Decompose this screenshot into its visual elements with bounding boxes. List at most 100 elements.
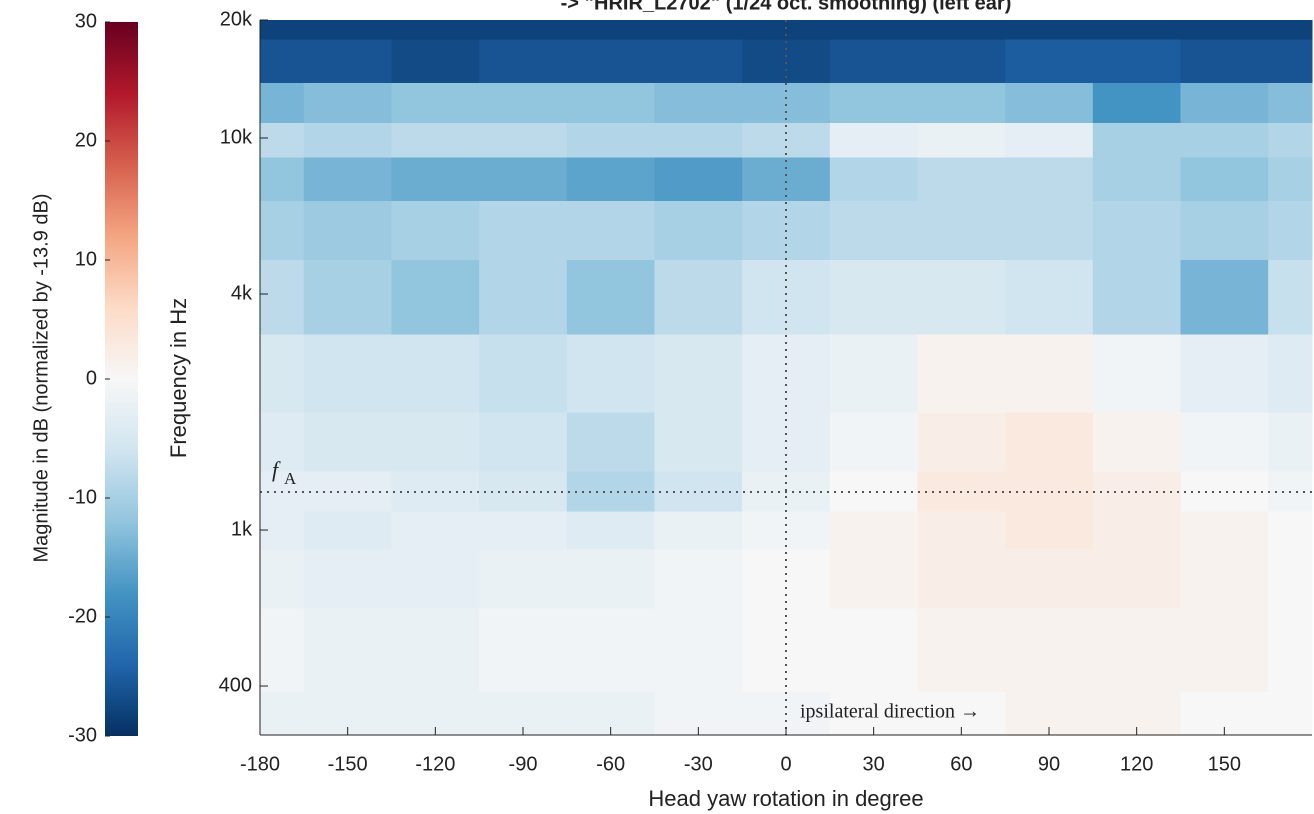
y-tick-label: 4k bbox=[231, 282, 253, 304]
heatmap-cell bbox=[479, 200, 568, 260]
heatmap-cell bbox=[1005, 471, 1094, 512]
heatmap-cell bbox=[566, 549, 655, 609]
heatmap-cell bbox=[391, 200, 480, 260]
heatmap-cell bbox=[391, 20, 480, 40]
heatmap-cell bbox=[1268, 20, 1313, 40]
heatmap-cell bbox=[260, 608, 305, 693]
heatmap-cell bbox=[654, 200, 743, 260]
heatmap-cell bbox=[303, 549, 392, 609]
y-tick-label: 20k bbox=[220, 8, 253, 30]
heatmap-cell bbox=[829, 200, 918, 260]
heatmap-cell bbox=[654, 412, 743, 472]
heatmap-cell bbox=[479, 20, 568, 40]
heatmap-cell bbox=[1180, 334, 1269, 413]
heatmap-cell bbox=[303, 122, 392, 158]
x-tick-label: -60 bbox=[596, 753, 625, 775]
heatmap-cell bbox=[742, 549, 831, 609]
x-tick-label: -180 bbox=[240, 753, 280, 775]
heatmap-cell bbox=[260, 82, 305, 123]
colorbar bbox=[105, 22, 138, 736]
x-tick-label: 150 bbox=[1208, 753, 1241, 775]
heatmap-cell bbox=[303, 200, 392, 260]
heatmap-cell bbox=[260, 334, 305, 413]
heatmap-cell bbox=[1092, 82, 1181, 123]
x-tick-label: 90 bbox=[1038, 753, 1060, 775]
heatmap-cell bbox=[829, 511, 918, 550]
heatmap-cell bbox=[1005, 259, 1094, 335]
heatmap-cell bbox=[742, 511, 831, 550]
heatmap-cell bbox=[479, 412, 568, 472]
colorbar-tick-label: -20 bbox=[68, 605, 97, 627]
heatmap-cell bbox=[829, 608, 918, 693]
heatmap-cell bbox=[917, 157, 1006, 201]
x-tick-label: -150 bbox=[328, 753, 368, 775]
heatmap-cell bbox=[1268, 259, 1313, 335]
heatmap-cell bbox=[1180, 200, 1269, 260]
heatmap-cell bbox=[742, 82, 831, 123]
chart-title: -> "HRIR_L2702" (1/24 oct. smoothing) (l… bbox=[561, 0, 1012, 14]
heatmap-cell bbox=[829, 122, 918, 158]
heatmap-cell bbox=[829, 471, 918, 512]
heatmap-cell bbox=[303, 82, 392, 123]
heatmap-cell bbox=[1092, 549, 1181, 609]
heatmap-cell bbox=[1180, 511, 1269, 550]
heatmap-cell bbox=[391, 38, 480, 83]
colorbar-tick-label: 10 bbox=[75, 248, 97, 270]
heatmap-cell bbox=[479, 549, 568, 609]
heatmap-cell bbox=[303, 471, 392, 512]
heatmap-cell bbox=[1268, 334, 1313, 413]
heatmap-cell bbox=[479, 259, 568, 335]
heatmap-cell bbox=[654, 511, 743, 550]
colorbar-tick-label: 0 bbox=[86, 367, 97, 389]
heatmap-cell bbox=[1005, 549, 1094, 609]
heatmap-cell bbox=[1092, 20, 1181, 40]
heatmap-cell bbox=[1268, 691, 1313, 736]
heatmap-cell bbox=[303, 334, 392, 413]
heatmap-cell bbox=[1180, 259, 1269, 335]
heatmap-cell bbox=[260, 20, 305, 40]
colorbar-label: Magnitude in dB (normalized by -13.9 dB) bbox=[30, 193, 52, 562]
heatmap-cell bbox=[479, 82, 568, 123]
x-tick-label: -30 bbox=[684, 753, 713, 775]
heatmap-cell bbox=[391, 412, 480, 472]
heatmap-cell bbox=[654, 20, 743, 40]
heatmap-cell bbox=[742, 20, 831, 40]
heatmap-cell bbox=[479, 334, 568, 413]
heatmap-cell bbox=[1180, 82, 1269, 123]
heatmap-cell bbox=[829, 157, 918, 201]
heatmap-cell bbox=[1092, 38, 1181, 83]
heatmap-cell bbox=[917, 82, 1006, 123]
heatmap-cell bbox=[1180, 157, 1269, 201]
heatmap-cell bbox=[829, 82, 918, 123]
heatmap-cell bbox=[917, 608, 1006, 693]
y-axis-label: Frequency in Hz bbox=[166, 298, 191, 458]
colorbar-tick-label: 20 bbox=[75, 129, 97, 151]
heatmap-cell bbox=[303, 157, 392, 201]
heatmap-cell bbox=[566, 511, 655, 550]
x-tick-label: 60 bbox=[950, 753, 972, 775]
heatmap-cell bbox=[829, 259, 918, 335]
heatmap-cell bbox=[303, 511, 392, 550]
heatmap-cell bbox=[260, 122, 305, 158]
heatmap-cell bbox=[917, 122, 1006, 158]
heatmap-cell bbox=[303, 20, 392, 40]
heatmap-cell bbox=[1268, 82, 1313, 123]
heatmap-cell bbox=[260, 38, 305, 83]
heatmap-cell bbox=[742, 38, 831, 83]
heatmap-cell bbox=[917, 511, 1006, 550]
heatmap-cell bbox=[479, 608, 568, 693]
heatmap-cell bbox=[654, 122, 743, 158]
heatmap-cell bbox=[1268, 200, 1313, 260]
heatmap-cell bbox=[1092, 200, 1181, 260]
heatmap-cell bbox=[1268, 122, 1313, 158]
heatmap-cell bbox=[479, 157, 568, 201]
heatmap-cell bbox=[391, 334, 480, 413]
heatmap-cell bbox=[566, 259, 655, 335]
heatmap-cell bbox=[742, 259, 831, 335]
heatmap-cell bbox=[260, 549, 305, 609]
colorbar-tick-label: 30 bbox=[75, 10, 97, 32]
heatmap-cell bbox=[391, 511, 480, 550]
y-tick-label: 10k bbox=[220, 126, 253, 148]
heatmap-cell bbox=[1005, 122, 1094, 158]
